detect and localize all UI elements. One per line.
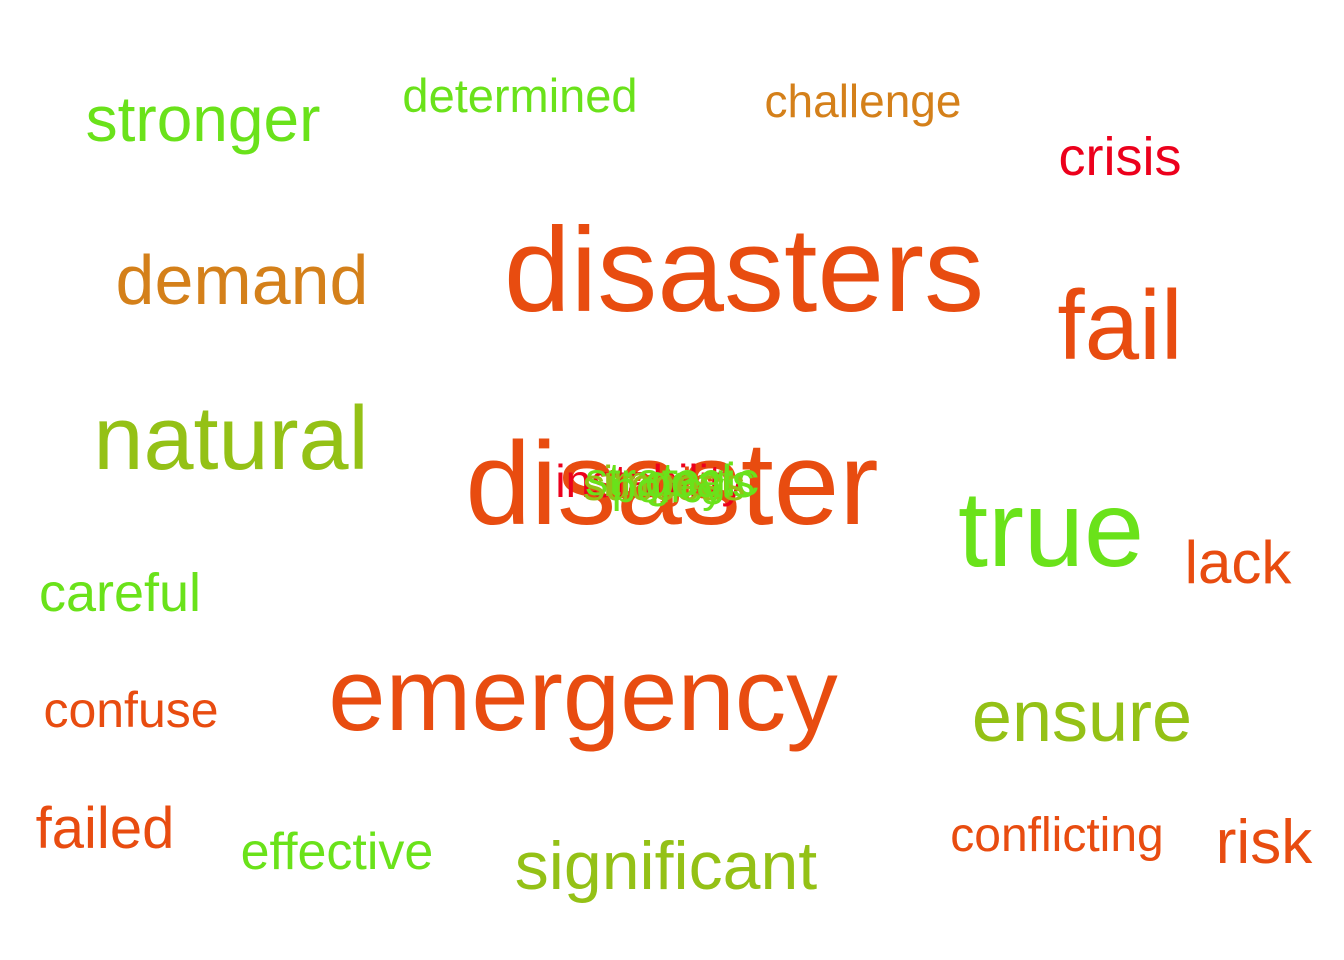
word-disasters: disasters bbox=[503, 203, 985, 337]
word-careful: careful bbox=[38, 563, 202, 623]
word-crisis: crisis bbox=[1058, 127, 1182, 187]
word-significant: significant bbox=[514, 828, 818, 904]
word-effective: effective bbox=[240, 823, 434, 881]
word-challenge: challenge bbox=[764, 75, 962, 127]
word-strategic: strategic bbox=[585, 453, 759, 505]
word-policy: policy bbox=[611, 463, 725, 512]
word-tragic: tragic bbox=[606, 459, 714, 508]
word-success: success bbox=[582, 459, 746, 510]
word-impact: impact bbox=[603, 457, 733, 506]
word-ensure: ensure bbox=[971, 677, 1193, 757]
word-true: true bbox=[957, 468, 1145, 589]
word-failed: failed bbox=[35, 796, 175, 861]
word-risk: risk bbox=[1215, 808, 1313, 877]
word-conflicting: conflicting bbox=[950, 809, 1164, 862]
word-natural: natural bbox=[93, 389, 369, 489]
word-lack: lack bbox=[1184, 529, 1292, 596]
word-confuse: confuse bbox=[43, 682, 219, 738]
word-stronger: stronger bbox=[85, 83, 321, 155]
word-instability: instability bbox=[555, 455, 745, 507]
word-disaster: disaster bbox=[465, 418, 879, 550]
word-goals: goals bbox=[645, 455, 755, 507]
word-emergency: emergency bbox=[328, 637, 838, 752]
word-demand: demand bbox=[115, 241, 369, 319]
word-fail: fail bbox=[1057, 270, 1183, 380]
word-determined: determined bbox=[402, 69, 638, 122]
